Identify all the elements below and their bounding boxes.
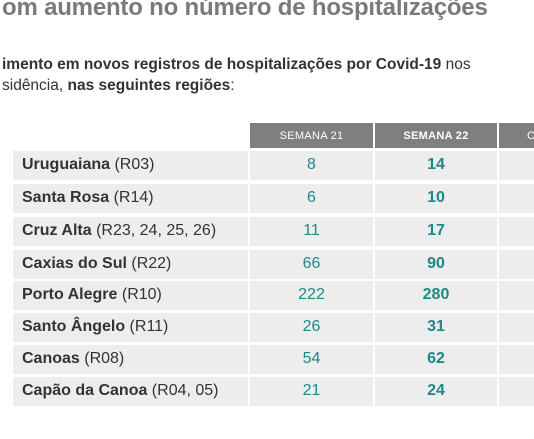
- cell-divider: [497, 345, 499, 374]
- cell-divider: [373, 345, 375, 374]
- semana-22-value: 62: [427, 350, 445, 367]
- table-row: Capão da Canoa (R04, 05) 21 24: [13, 377, 534, 406]
- cell-divider: [373, 217, 375, 246]
- cell-divider: [248, 250, 250, 279]
- region-code: (R14): [109, 189, 154, 206]
- region-code: (R10): [117, 286, 162, 303]
- cell-divider: [373, 313, 375, 342]
- region-name: Uruguaiana (R03): [22, 156, 154, 174]
- cell-divider: [497, 250, 499, 279]
- semana-22-value: 14: [427, 156, 445, 173]
- region-code: (R11): [125, 318, 169, 335]
- semana-22-value: 10: [427, 189, 445, 206]
- semana-21-value: 222: [298, 286, 325, 303]
- subtitle-line-1-rest: nos: [441, 56, 471, 73]
- region-code: (R22): [126, 255, 172, 272]
- page-title: om aumento no número de hospitalizações: [2, 0, 488, 21]
- semana-21-value: 66: [302, 255, 321, 272]
- cell-divider: [373, 250, 375, 279]
- semana-21-value: 21: [302, 382, 321, 399]
- cell-divider: [373, 184, 375, 213]
- cell-divider: [497, 313, 499, 342]
- region-label: Uruguaiana: [22, 156, 111, 173]
- table-row: Santo Ângelo (R11) 26 31: [13, 313, 534, 342]
- subtitle-line-2-post: :: [230, 77, 235, 94]
- column-header-semana-21: SEMANA 21: [250, 123, 373, 148]
- semana-22-value: 31: [427, 318, 445, 335]
- column-header-3: C: [499, 123, 534, 148]
- table-row: Cruz Alta (R23, 24, 25, 26) 11 17: [13, 217, 534, 246]
- region-name: Canoas (R08): [22, 350, 124, 368]
- region-label: Santo Ângelo: [22, 318, 126, 335]
- cell-divider: [248, 217, 250, 246]
- cell-divider: [248, 377, 250, 406]
- region-label: Porto Alegre: [22, 286, 118, 303]
- cell-divider: [497, 217, 499, 246]
- region-label: Cruz Alta: [22, 222, 92, 239]
- cell-divider: [373, 281, 375, 310]
- cell-divider: [497, 184, 499, 213]
- cell-divider: [373, 151, 375, 180]
- table-row: Uruguaiana (R03) 8 14: [13, 151, 534, 180]
- region-name: Porto Alegre (R10): [22, 286, 162, 304]
- region-label: Canoas: [22, 350, 80, 367]
- cell-divider: [497, 151, 499, 180]
- subtitle-line-2: sidência, nas seguintes regiões:: [2, 75, 471, 96]
- cell-divider: [373, 377, 375, 406]
- cell-divider: [248, 151, 250, 180]
- region-label: Capão da Canoa: [22, 382, 148, 399]
- region-name: Cruz Alta (R23, 24, 25, 26): [22, 222, 216, 240]
- region-name: Caxias do Sul (R22): [22, 255, 171, 273]
- semana-22-value: 24: [427, 382, 445, 399]
- subtitle-line-2-bold: nas seguintes regiões: [67, 77, 231, 94]
- semana-21-value: 11: [303, 222, 320, 239]
- region-name: Capão da Canoa (R04, 05): [22, 382, 219, 400]
- subtitle: imento em novos registros de hospitaliza…: [2, 54, 471, 96]
- semana-21-value: 26: [302, 318, 321, 335]
- region-label: Santa Rosa: [22, 189, 110, 206]
- table-row: Caxias do Sul (R22) 66 90: [13, 250, 534, 279]
- subtitle-line-1: imento em novos registros de hospitaliza…: [2, 54, 471, 75]
- cell-divider: [248, 345, 250, 374]
- cell-divider: [248, 184, 250, 213]
- semana-22-value: 90: [427, 255, 445, 272]
- cell-divider: [497, 377, 499, 406]
- cell-divider: [248, 313, 250, 342]
- semana-22-value: 17: [427, 222, 445, 239]
- semana-21-value: 54: [302, 350, 321, 367]
- subtitle-line-2-pre: sidência,: [2, 77, 68, 94]
- table-row: Porto Alegre (R10) 222 280: [13, 281, 534, 310]
- region-code: (R03): [110, 156, 155, 173]
- table-row: Santa Rosa (R14) 6 10: [13, 184, 534, 213]
- region-name: Santa Rosa (R14): [22, 189, 154, 207]
- subtitle-line-1-bold: imento em novos registros de hospitaliza…: [2, 56, 442, 73]
- region-name: Santo Ângelo (R11): [22, 318, 168, 336]
- cell-divider: [248, 281, 250, 310]
- semana-21-value: 8: [307, 156, 316, 173]
- region-code: (R04, 05): [147, 382, 219, 399]
- region-code: (R08): [79, 350, 125, 367]
- region-label: Caxias do Sul: [22, 255, 127, 272]
- region-code: (R23, 24, 25, 26): [91, 222, 217, 239]
- column-header-semana-22: SEMANA 22: [375, 123, 497, 148]
- cell-divider: [497, 281, 499, 310]
- table-row: Canoas (R08) 54 62: [13, 345, 534, 374]
- semana-22-value: 280: [422, 286, 450, 303]
- semana-21-value: 6: [307, 189, 316, 206]
